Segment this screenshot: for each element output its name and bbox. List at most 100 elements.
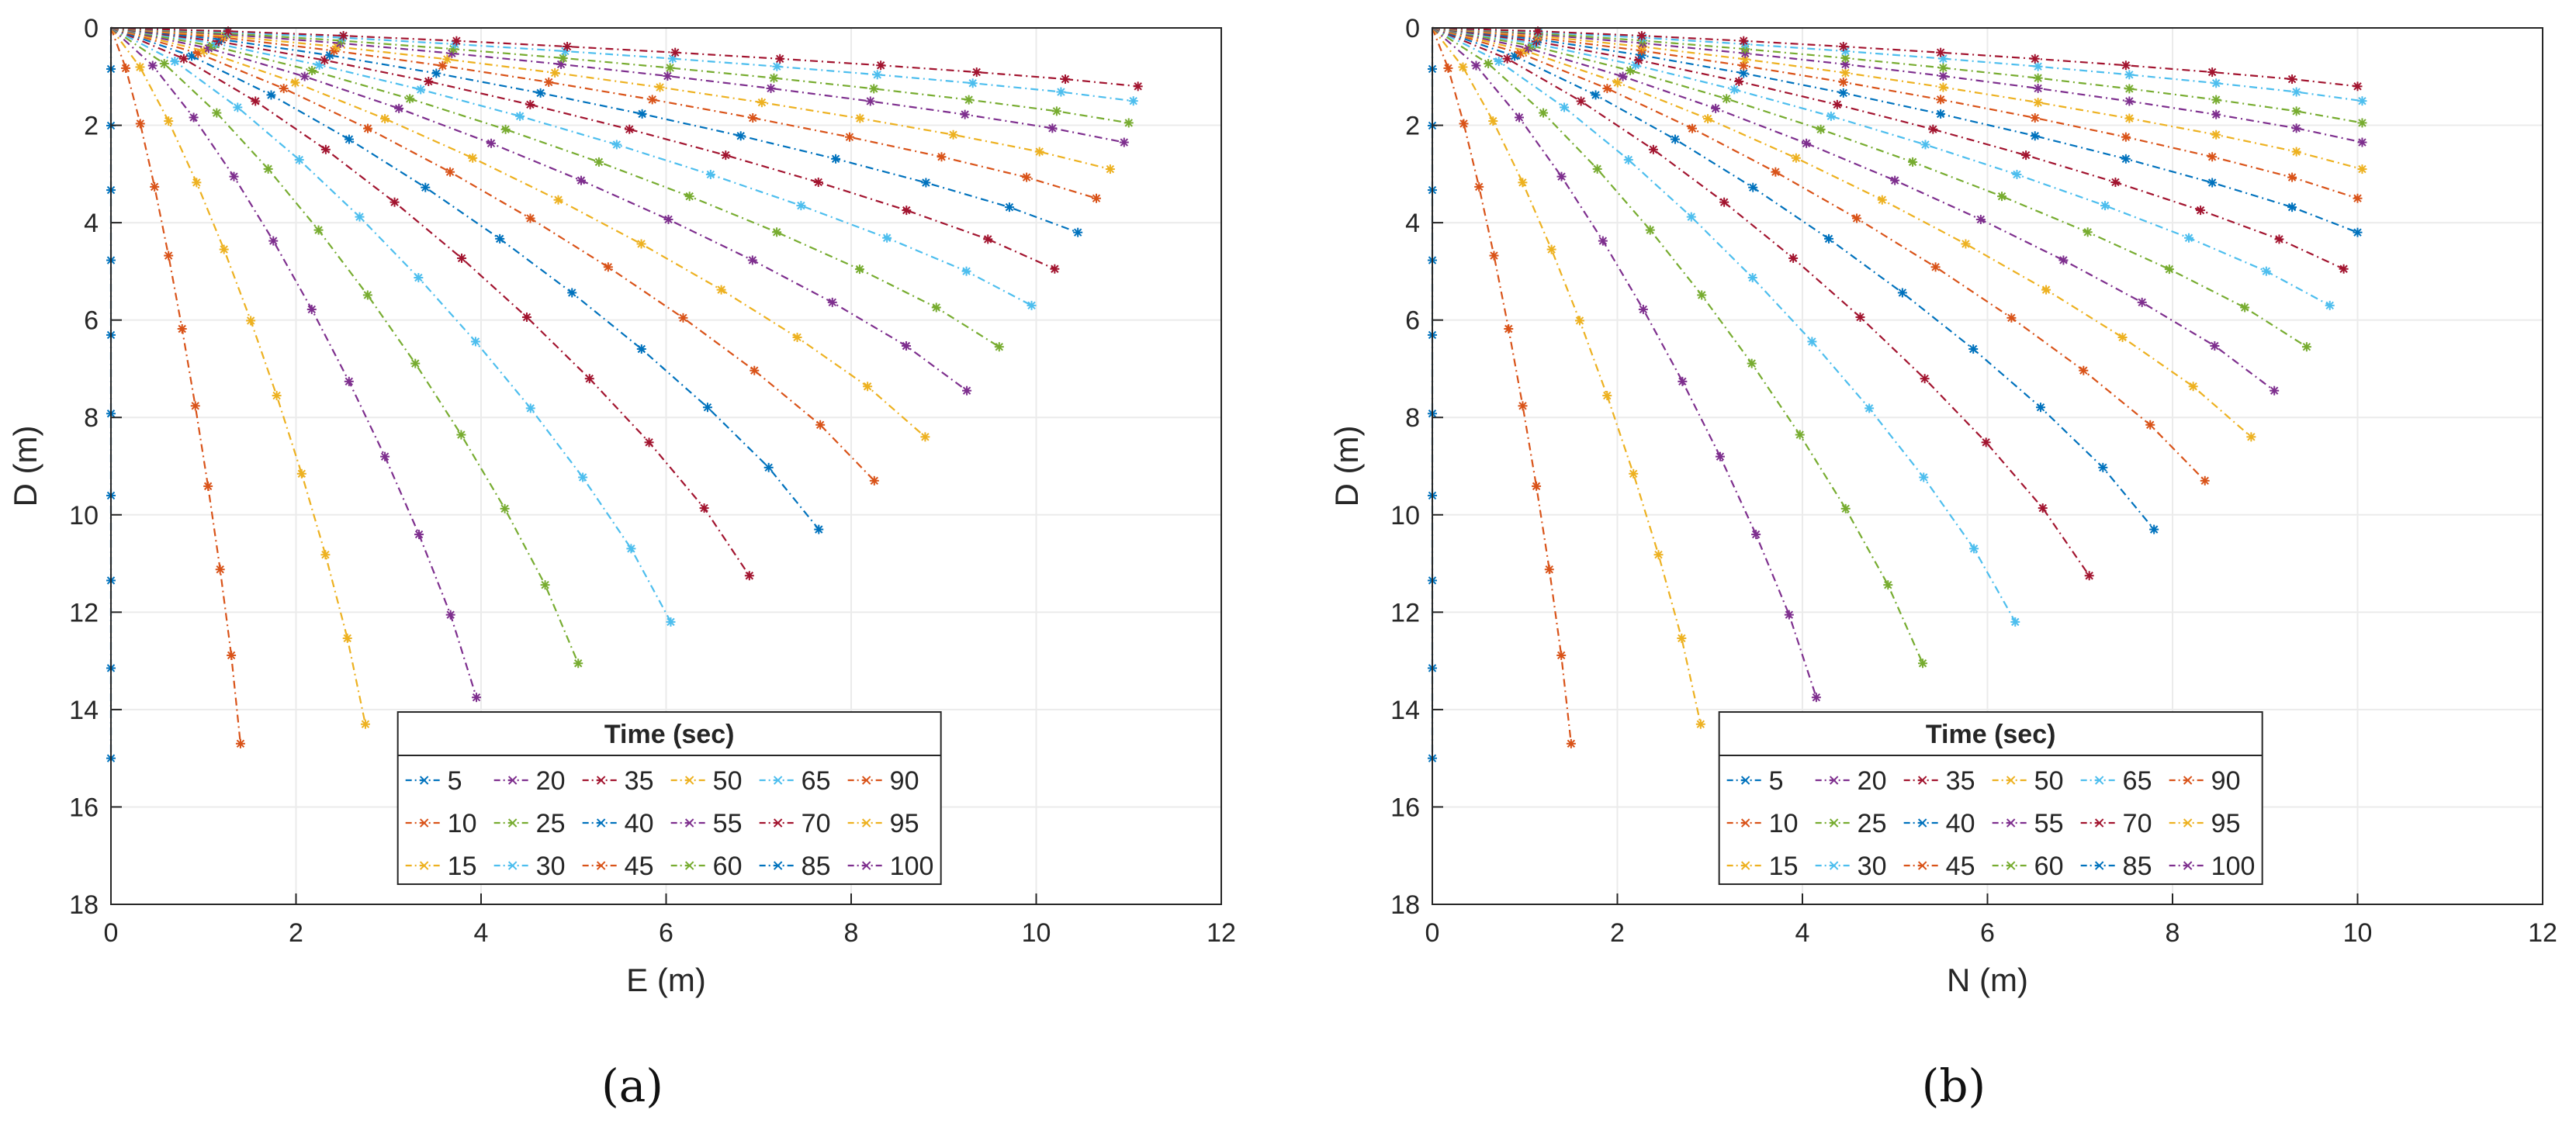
data-point: [1638, 304, 1648, 314]
data-point: [1920, 374, 1930, 384]
data-point: [1838, 77, 1848, 87]
data-point: [699, 503, 709, 513]
marker-stroke: [866, 97, 874, 105]
marker-stroke: [414, 273, 423, 282]
data-point: [1591, 90, 1601, 100]
data-point: [544, 77, 554, 87]
legend-label: 20: [536, 766, 566, 796]
data-point: [472, 693, 482, 703]
data-point: [2211, 95, 2221, 105]
data-point: [625, 124, 635, 134]
data-point: [1802, 138, 1812, 148]
data-point: [1840, 503, 1851, 513]
data-point: [1930, 262, 1941, 272]
legend-label: 90: [890, 766, 919, 796]
legend-marker: [2183, 861, 2193, 870]
legend-item: 100: [2169, 852, 2255, 881]
data-point: [763, 462, 774, 472]
marker-stroke: [667, 617, 675, 627]
legend-item: 70: [2080, 809, 2152, 838]
data-point: [2121, 60, 2131, 71]
marker-stroke: [873, 71, 881, 79]
marker-stroke: [541, 580, 549, 589]
marker-stroke: [230, 172, 238, 181]
marker-stroke: [394, 104, 403, 113]
marker-stroke: [2100, 201, 2110, 210]
marker-stroke: [1929, 125, 1937, 133]
marker-stroke: [1918, 659, 1927, 668]
marker-stroke: [578, 473, 587, 482]
data-point: [1471, 60, 1481, 71]
legend-label: 70: [2123, 809, 2152, 838]
data-point: [355, 212, 365, 222]
marker-stroke: [345, 377, 354, 386]
y-tick-label: 12: [69, 598, 99, 627]
marker-stroke: [2021, 150, 2031, 160]
marker-stroke: [486, 139, 496, 147]
data-point: [2098, 462, 2108, 472]
marker-stroke: [1603, 84, 1612, 93]
series-group: [1428, 26, 2367, 763]
data-point: [1838, 41, 1848, 51]
data-point: [414, 273, 424, 283]
marker-stroke: [663, 71, 672, 81]
data-point: [1484, 59, 1494, 69]
marker-stroke: [1741, 40, 1750, 49]
legend-label: 60: [2034, 852, 2064, 881]
y-tick-label: 6: [84, 306, 99, 336]
data-point: [2287, 74, 2297, 85]
series-line: [1432, 26, 2345, 270]
data-point: [931, 302, 941, 313]
legend-item: 5: [405, 766, 462, 796]
data-point: [294, 155, 304, 165]
marker-stroke: [452, 36, 461, 45]
data-point: [750, 365, 760, 375]
marker-stroke: [2125, 71, 2134, 79]
marker-stroke: [2287, 202, 2297, 212]
legend-marker: [596, 818, 606, 828]
x-tick-label: 2: [1610, 918, 1625, 948]
marker-stroke: [770, 74, 778, 82]
data-point: [2033, 61, 2043, 71]
marker-stroke: [297, 469, 306, 479]
data-point: [550, 67, 560, 78]
data-point: [215, 565, 225, 575]
marker-stroke: [2121, 154, 2131, 164]
marker-stroke: [1936, 48, 1945, 57]
data-point: [2291, 87, 2301, 97]
series-line: [110, 26, 1129, 124]
legend-label: 15: [448, 852, 477, 881]
marker-stroke: [1997, 192, 2006, 201]
data-point: [2246, 432, 2256, 442]
data-point: [1838, 88, 1848, 98]
data-point: [457, 253, 467, 263]
legend-marker: [1740, 861, 1750, 870]
marker-stroke: [150, 182, 159, 192]
data-point: [313, 225, 324, 235]
data-point: [961, 266, 971, 276]
marker-stroke: [2358, 164, 2367, 174]
marker-stroke: [339, 31, 348, 40]
data-point: [1938, 71, 1948, 81]
data-point: [1747, 273, 1757, 283]
marker-stroke: [767, 84, 775, 93]
data-point: [416, 85, 426, 95]
data-point: [470, 337, 480, 347]
marker-stroke: [775, 54, 784, 63]
data-point: [212, 108, 222, 118]
legend-label: 55: [2034, 809, 2064, 838]
data-point: [1602, 84, 1612, 94]
legend-box: [396, 711, 942, 886]
data-point: [1729, 85, 1740, 95]
marker-stroke: [1646, 226, 1654, 234]
marker-stroke: [574, 659, 583, 668]
data-point: [2274, 234, 2284, 244]
data-point: [452, 36, 462, 46]
marker-stroke: [1459, 119, 1468, 128]
data-point: [2117, 332, 2128, 342]
data-point: [2357, 137, 2367, 147]
x-tick-label: 8: [2166, 918, 2180, 948]
data-point: [1920, 140, 1930, 150]
legend-item: 30: [493, 852, 566, 881]
marker-stroke: [2031, 132, 2039, 140]
